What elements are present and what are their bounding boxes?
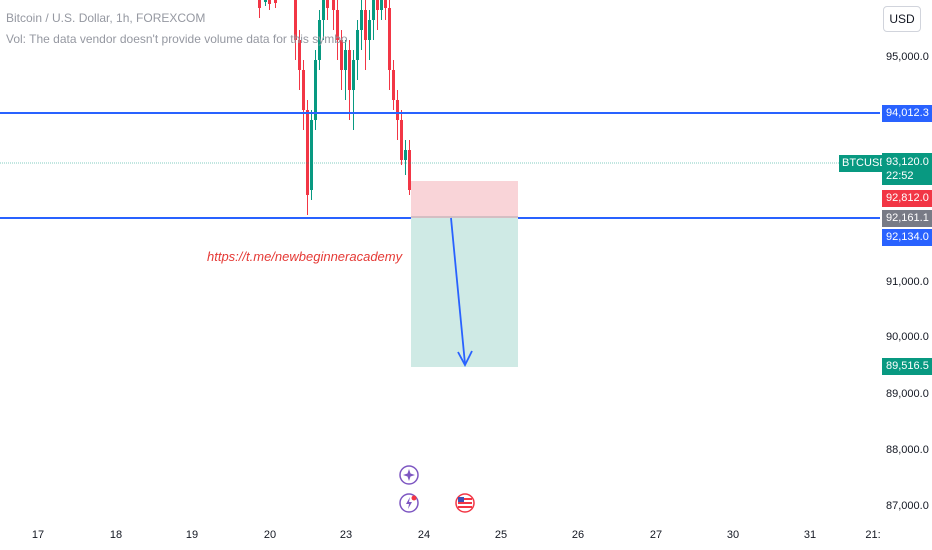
candle-body (336, 10, 339, 40)
candle-body (318, 20, 321, 60)
time-label: 24 (417, 529, 431, 541)
candle-body (356, 30, 359, 60)
time-label: 20 (263, 529, 277, 541)
candle-body (326, 0, 329, 8)
candle-body (352, 60, 355, 90)
bar-countdown: 22:52 (886, 170, 914, 182)
candle-body (372, 0, 375, 20)
earnings-event-icon[interactable] (399, 493, 419, 513)
take-profit-zone[interactable] (411, 218, 518, 367)
time-label: 17 (31, 529, 45, 541)
candle-body (314, 60, 317, 120)
telegram-link-annotation[interactable]: https://t.me/newbeginneracademy (207, 249, 403, 264)
candle-body (388, 8, 391, 70)
price-label: 90,000.0 (886, 331, 929, 343)
star-event-icon[interactable] (399, 465, 419, 485)
target-arrow[interactable] (450, 217, 466, 365)
time-label: 27 (649, 529, 663, 541)
candle-body (368, 20, 371, 40)
target-arrow-head (457, 350, 473, 367)
last-price-tag[interactable]: 93,120.0 22:52 (882, 153, 932, 185)
candle-body (396, 100, 399, 120)
stop-loss-zone[interactable] (411, 181, 518, 218)
candle-body (340, 40, 343, 70)
time-label: 25 (494, 529, 508, 541)
price-label: 87,000.0 (886, 500, 929, 512)
symbol-tag: BTCUSD (839, 155, 891, 172)
candles-group (258, 0, 411, 215)
candle-body (380, 0, 383, 10)
volume-note: Vol: The data vendor doesn't provide vol… (6, 32, 348, 46)
price-label: 88,000.0 (886, 444, 929, 456)
entry-price-tag[interactable]: 92,161.1 (882, 210, 932, 227)
time-label: 19 (185, 529, 199, 541)
candle-body (322, 0, 325, 20)
symbol-title: Bitcoin / U.S. Dollar, 1h, FOREXCOM (6, 11, 206, 25)
currency-button[interactable]: USD (883, 6, 921, 32)
candle-body (298, 40, 301, 70)
candle-body (376, 0, 379, 10)
time-label: 18 (109, 529, 123, 541)
price-label: 89,000.0 (886, 388, 929, 400)
time-label: 31 (803, 529, 817, 541)
price-label: 91,000.0 (886, 276, 929, 288)
time-label: 30 (726, 529, 740, 541)
candle-body (294, 0, 297, 40)
candle-body (384, 0, 387, 8)
time-label: 23 (339, 529, 353, 541)
price-label: 95,000.0 (886, 51, 929, 63)
last-price-value: 93,120.0 (886, 156, 929, 168)
stop-price-tag[interactable]: 92,812.0 (882, 190, 932, 207)
target-price-tag[interactable]: 89,516.5 (882, 358, 932, 375)
us-flag-event-icon[interactable] (455, 493, 475, 513)
candle-body (274, 0, 277, 3)
candle-body (400, 120, 403, 160)
candle-body (408, 150, 411, 190)
candle-body (392, 70, 395, 100)
candle-body (264, 0, 267, 2)
candle-body (268, 0, 271, 4)
candle-body (310, 120, 313, 190)
candle-body (258, 0, 261, 8)
candle-body (364, 10, 367, 40)
time-label: 26 (571, 529, 585, 541)
candle-body (344, 50, 347, 70)
candle-body (302, 70, 305, 110)
candle-body (404, 150, 407, 160)
candle-body (360, 10, 363, 30)
support-price-tag[interactable]: 92,134.0 (882, 229, 932, 246)
resistance-price-tag[interactable]: 94,012.3 (882, 105, 932, 122)
candle-body (306, 110, 309, 195)
time-label: 21: (865, 529, 881, 541)
candle-body (348, 50, 351, 90)
candle-body (332, 0, 335, 10)
